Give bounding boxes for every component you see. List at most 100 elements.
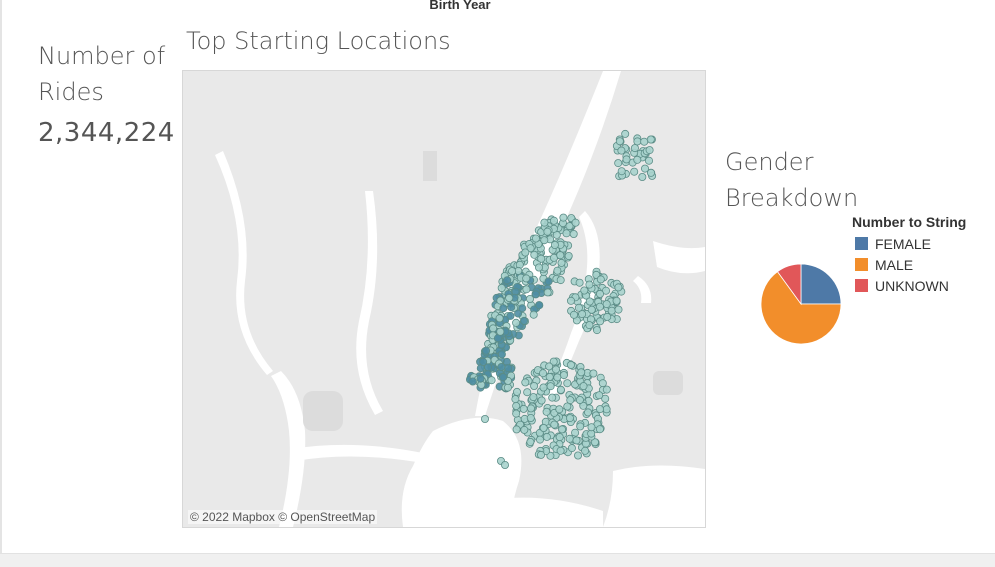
station-marker[interactable] — [512, 401, 521, 410]
station-marker[interactable] — [506, 311, 515, 320]
station-marker[interactable] — [535, 301, 544, 310]
station-marker[interactable] — [595, 289, 604, 298]
station-marker[interactable] — [614, 159, 623, 168]
station-marker[interactable] — [529, 393, 538, 402]
station-marker[interactable] — [559, 213, 568, 222]
station-marker[interactable] — [519, 316, 528, 325]
station-marker[interactable] — [503, 383, 512, 392]
map-canvas[interactable] — [183, 71, 705, 527]
station-marker[interactable] — [526, 404, 535, 413]
station-marker[interactable] — [536, 450, 545, 459]
station-marker[interactable] — [522, 285, 531, 294]
station-marker[interactable] — [583, 408, 592, 417]
legend-item-female[interactable]: FEMALE — [855, 233, 966, 254]
station-marker[interactable] — [489, 324, 498, 333]
station-marker[interactable] — [519, 404, 528, 413]
station-marker[interactable] — [565, 434, 574, 443]
station-marker[interactable] — [556, 251, 565, 260]
station-marker[interactable] — [601, 286, 610, 295]
station-marker[interactable] — [476, 374, 485, 383]
station-marker[interactable] — [495, 314, 504, 323]
station-marker[interactable] — [521, 248, 530, 257]
station-marker[interactable] — [633, 137, 642, 146]
station-marker[interactable] — [539, 383, 548, 392]
station-marker[interactable] — [525, 294, 534, 303]
station-marker[interactable] — [592, 326, 601, 335]
station-marker[interactable] — [598, 379, 607, 388]
station-marker[interactable] — [556, 385, 565, 394]
station-marker[interactable] — [557, 425, 566, 434]
station-marker[interactable] — [633, 155, 642, 164]
station-marker[interactable] — [544, 277, 553, 286]
station-marker[interactable] — [539, 423, 548, 432]
starting-locations-map[interactable]: © 2022 Mapbox © OpenStreetMap — [182, 70, 706, 528]
station-marker[interactable] — [571, 218, 580, 227]
station-marker[interactable] — [512, 409, 521, 418]
station-marker[interactable] — [530, 381, 539, 390]
station-marker[interactable] — [607, 306, 616, 315]
station-marker[interactable] — [585, 280, 594, 289]
station-marker[interactable] — [617, 146, 626, 155]
station-marker[interactable] — [549, 216, 558, 225]
gender-pie-chart[interactable] — [760, 263, 842, 345]
station-marker[interactable] — [551, 365, 560, 374]
station-marker[interactable] — [581, 446, 590, 455]
station-marker[interactable] — [534, 263, 543, 272]
station-marker[interactable] — [511, 395, 520, 404]
station-marker[interactable] — [596, 275, 605, 284]
station-marker[interactable] — [487, 376, 496, 385]
station-marker[interactable] — [614, 305, 623, 314]
station-marker[interactable] — [585, 297, 594, 306]
station-marker[interactable] — [545, 372, 554, 381]
station-marker[interactable] — [530, 250, 539, 259]
station-marker[interactable] — [615, 137, 624, 146]
station-marker[interactable] — [497, 350, 506, 359]
station-marker[interactable] — [566, 296, 575, 305]
station-marker[interactable] — [548, 393, 557, 402]
station-marker[interactable] — [638, 173, 647, 182]
station-marker[interactable] — [622, 155, 631, 164]
station-marker[interactable] — [496, 296, 505, 305]
pie-slice-male[interactable] — [760, 271, 842, 345]
station-marker[interactable] — [512, 425, 521, 434]
station-marker[interactable] — [567, 444, 576, 453]
station-marker[interactable] — [587, 423, 596, 432]
station-marker[interactable] — [545, 362, 554, 371]
station-marker[interactable] — [531, 234, 540, 243]
station-marker[interactable] — [508, 267, 517, 276]
station-marker[interactable] — [503, 276, 512, 285]
station-marker[interactable] — [483, 363, 492, 372]
station-marker[interactable] — [507, 303, 516, 312]
station-marker[interactable] — [540, 236, 549, 245]
station-marker[interactable] — [540, 218, 549, 227]
station-marker[interactable] — [526, 437, 535, 446]
station-marker[interactable] — [566, 360, 575, 369]
station-marker[interactable] — [595, 425, 604, 434]
station-marker[interactable] — [521, 378, 530, 387]
station-marker[interactable] — [646, 168, 655, 177]
station-marker[interactable] — [621, 129, 630, 138]
station-marker[interactable] — [602, 385, 611, 394]
station-marker[interactable] — [640, 137, 649, 146]
station-marker[interactable] — [565, 414, 574, 423]
station-marker[interactable] — [601, 394, 610, 403]
station-marker[interactable] — [504, 364, 513, 373]
station-marker[interactable] — [630, 144, 639, 153]
station-marker[interactable] — [549, 357, 558, 366]
station-marker[interactable] — [479, 357, 488, 366]
station-marker[interactable] — [512, 318, 521, 327]
station-marker[interactable] — [640, 164, 649, 173]
station-marker[interactable] — [572, 436, 581, 445]
station-marker[interactable] — [575, 395, 584, 404]
station-marker[interactable] — [543, 288, 552, 297]
station-marker[interactable] — [537, 254, 546, 263]
station-marker[interactable] — [595, 391, 604, 400]
station-marker[interactable] — [542, 407, 551, 416]
station-marker[interactable] — [497, 283, 506, 292]
station-marker[interactable] — [555, 405, 564, 414]
station-marker[interactable] — [595, 302, 604, 311]
station-marker[interactable] — [496, 327, 505, 336]
station-marker[interactable] — [595, 405, 604, 414]
station-marker[interactable] — [538, 369, 547, 378]
station-marker[interactable] — [566, 396, 575, 405]
